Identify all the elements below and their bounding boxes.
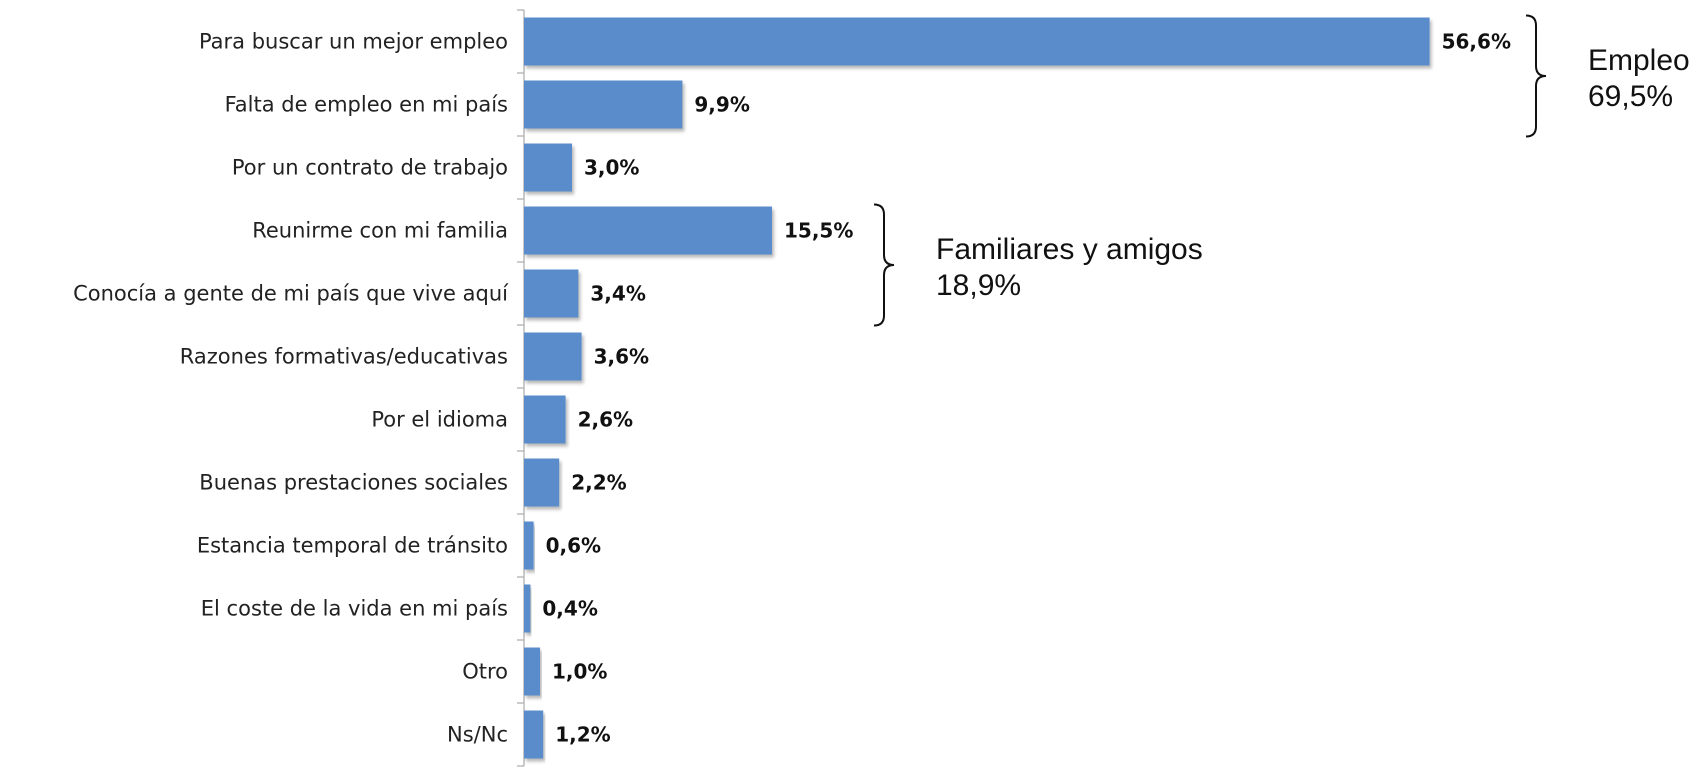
group-value-label: 69,5% xyxy=(1588,80,1673,113)
bar xyxy=(524,710,544,759)
bar xyxy=(524,458,560,507)
value-label: 56,6% xyxy=(1442,30,1511,54)
bar xyxy=(524,143,572,192)
bar xyxy=(524,80,683,129)
group-name-label: Familiares y amigos xyxy=(936,233,1203,266)
labels: Para buscar un mejor empleo 56,6% Falta de… xyxy=(73,30,1511,747)
bar xyxy=(524,584,531,633)
bar xyxy=(524,17,1430,66)
category-label: Conocía a gente de mi país que vive aquí xyxy=(73,282,509,306)
category-label: El coste de la vida en mi país xyxy=(201,597,508,621)
category-label: Buenas prestaciones sociales xyxy=(199,471,508,495)
bar xyxy=(524,395,566,444)
value-label: 1,0% xyxy=(552,660,607,684)
bar xyxy=(524,647,540,696)
value-label: 1,2% xyxy=(555,723,610,747)
value-label: 3,0% xyxy=(584,156,639,180)
bar xyxy=(524,332,582,381)
group-brace xyxy=(1525,14,1547,138)
category-label: Por el idioma xyxy=(371,408,508,432)
value-label: 9,9% xyxy=(694,93,749,117)
category-label: Razones formativas/educativas xyxy=(180,345,508,369)
value-label: 3,6% xyxy=(594,345,649,369)
category-axis xyxy=(517,9,525,767)
group-value-label: 18,9% xyxy=(936,269,1021,302)
bar xyxy=(524,269,579,318)
bars xyxy=(524,17,1430,759)
category-label: Para buscar un mejor empleo xyxy=(199,30,508,54)
category-label: Otro xyxy=(462,660,508,684)
value-label: 3,4% xyxy=(590,282,645,306)
group-brace xyxy=(873,203,895,327)
category-label: Estancia temporal de tránsito xyxy=(197,534,508,558)
value-label: 15,5% xyxy=(784,219,853,243)
category-label: Falta de empleo en mi país xyxy=(225,93,508,117)
bar xyxy=(524,521,534,570)
value-label: 2,6% xyxy=(578,408,633,432)
category-label: Reunirme con mi familia xyxy=(252,219,508,243)
group-name-label: Empleo xyxy=(1588,44,1690,77)
value-label: 0,6% xyxy=(546,534,601,558)
category-label: Por un contrato de trabajo xyxy=(232,156,508,180)
category-label: Ns/Nc xyxy=(447,723,508,747)
bar xyxy=(524,206,772,255)
value-label: 2,2% xyxy=(571,471,626,495)
value-label: 0,4% xyxy=(542,597,597,621)
